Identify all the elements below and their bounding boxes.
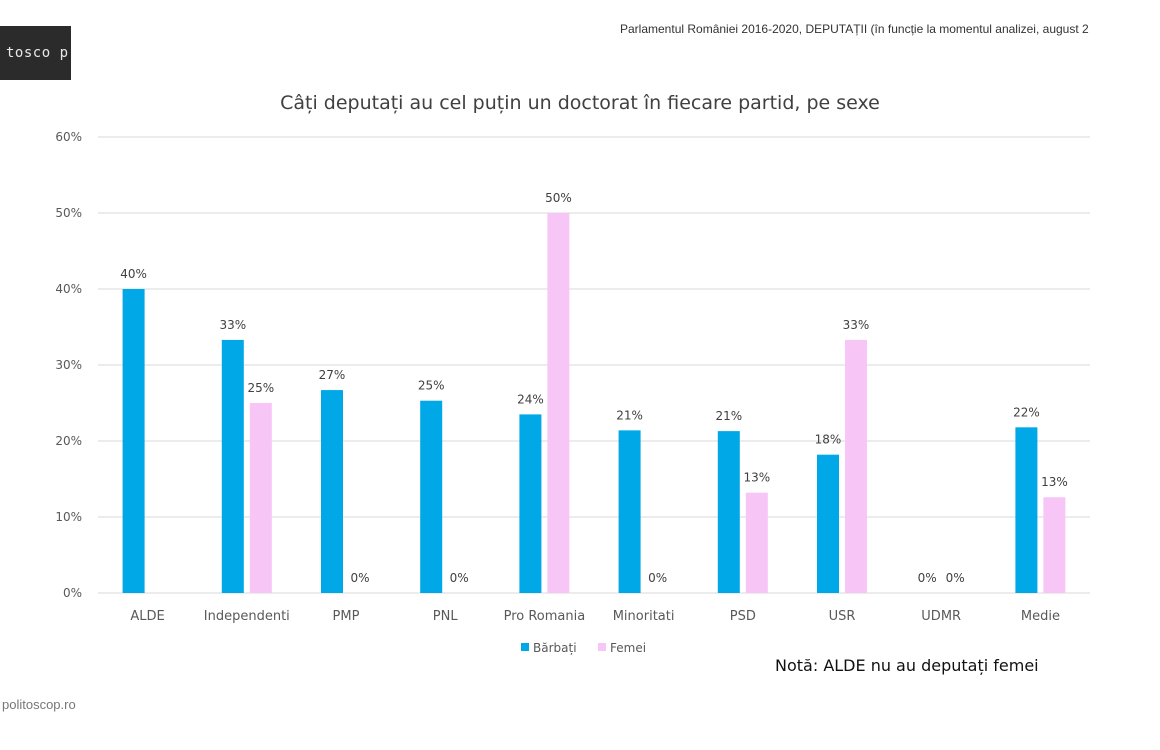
- y-tick-label: 30%: [55, 358, 82, 372]
- bar-barbati: [519, 414, 542, 593]
- x-tick-label: PSD: [730, 609, 756, 624]
- data-label: 27%: [319, 368, 346, 382]
- data-label: 0%: [350, 571, 369, 585]
- x-tick-label: Independenti: [204, 609, 290, 624]
- data-label: 13%: [1041, 475, 1068, 489]
- y-tick-label: 40%: [55, 282, 82, 296]
- legend-swatch-barbati: [521, 643, 529, 651]
- data-label: 50%: [545, 191, 572, 205]
- data-label: 24%: [517, 392, 544, 406]
- x-tick-label: ALDE: [130, 609, 164, 624]
- data-label: 22%: [1013, 405, 1040, 419]
- logo: tosco p: [0, 26, 71, 80]
- data-label: 0%: [450, 571, 469, 585]
- data-label: 21%: [715, 409, 742, 423]
- bar-femei: [1043, 497, 1066, 593]
- chart-title: Câți deputați au cel puțin un doctorat î…: [280, 92, 880, 114]
- bar-barbati: [618, 430, 641, 593]
- data-label: 33%: [843, 318, 870, 332]
- source-header: Parlamentul României 2016-2020, DEPUTAȚI…: [620, 22, 1089, 36]
- bar-femei: [745, 492, 768, 593]
- bar-barbati: [1015, 427, 1038, 593]
- bar-barbati: [817, 454, 839, 593]
- data-label: 0%: [648, 571, 667, 585]
- data-label: 13%: [743, 471, 770, 485]
- x-tick-label: Minoritati: [613, 609, 675, 624]
- data-label: 25%: [247, 381, 274, 395]
- bar-barbati: [321, 390, 343, 593]
- data-label: 0%: [946, 571, 965, 585]
- bar-barbati: [221, 339, 244, 593]
- bar-barbati: [420, 400, 443, 593]
- x-tick-label: PMP: [333, 609, 360, 624]
- bar-femei: [249, 403, 272, 593]
- data-label: 25%: [418, 379, 445, 393]
- bar-femei: [547, 213, 570, 593]
- y-tick-label: 0%: [63, 586, 82, 600]
- data-label: 40%: [120, 267, 147, 281]
- data-label: 21%: [616, 408, 643, 422]
- x-tick-label: PNL: [433, 609, 459, 624]
- x-tick-label: UDMR: [921, 609, 961, 624]
- data-label: 0%: [918, 571, 937, 585]
- y-tick-label: 10%: [55, 510, 82, 524]
- y-tick-label: 20%: [55, 434, 82, 448]
- x-tick-label: Pro Romania: [504, 609, 586, 624]
- data-label: 33%: [219, 318, 246, 332]
- y-tick-label: 60%: [55, 130, 82, 144]
- legend-label-femei: Femei: [610, 641, 646, 655]
- data-label: 18%: [815, 433, 842, 447]
- bar-barbati: [122, 289, 145, 593]
- bar-barbati: [717, 431, 740, 593]
- y-tick-label: 50%: [55, 206, 82, 220]
- bar-femei: [845, 339, 867, 593]
- x-tick-label: USR: [829, 609, 856, 624]
- x-tick-label: Medie: [1021, 609, 1060, 624]
- legend-swatch-femei: [598, 643, 606, 651]
- chart-note: Notă: ALDE nu au deputați femei: [775, 656, 1039, 675]
- footer-site[interactable]: politoscop.ro: [2, 697, 76, 712]
- legend-label-barbati: Bărbați: [533, 641, 577, 655]
